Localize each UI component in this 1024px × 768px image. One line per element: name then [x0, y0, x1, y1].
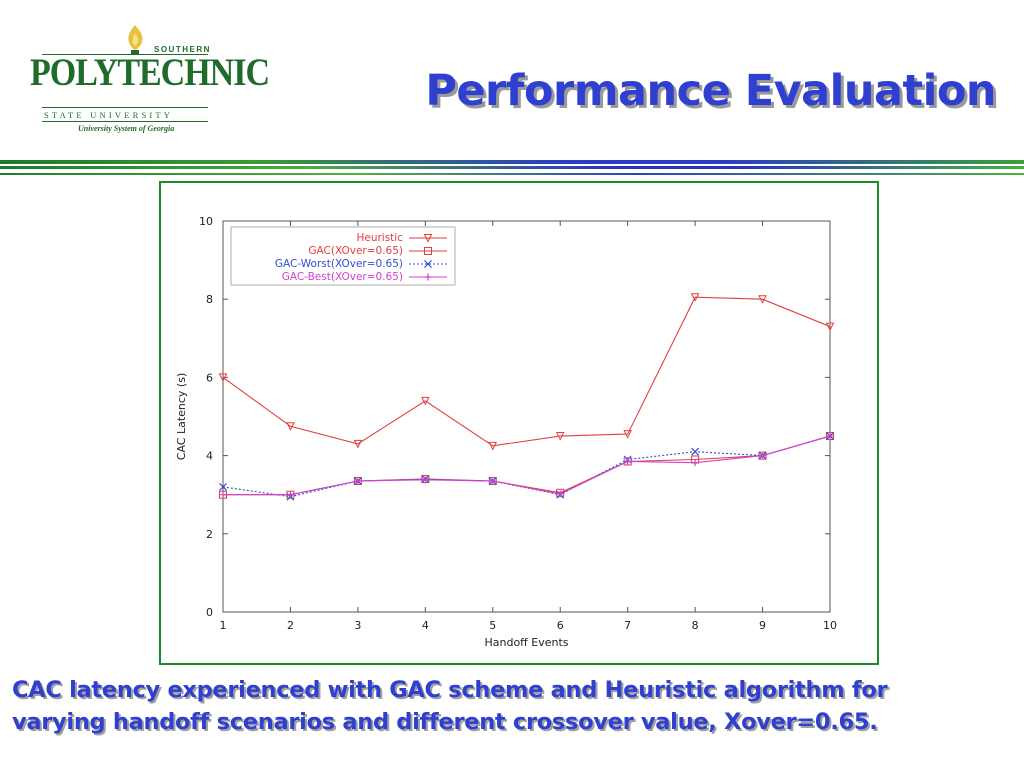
x-tick-label: 6: [557, 619, 564, 632]
y-tick-label: 2: [206, 528, 213, 541]
series-0-point: [758, 295, 767, 304]
plot-area: [222, 220, 831, 613]
legend-marker: [424, 247, 432, 255]
series-2-point: [691, 447, 700, 456]
series-3-point: [354, 477, 362, 485]
legend-marker: [424, 273, 432, 281]
series-line-0: [222, 296, 831, 447]
legend-label: GAC-Worst(XOver=0.65): [275, 258, 403, 270]
university-logo: SOUTHERN POLYTECHNIC STATE UNIVERSITY Un…: [28, 24, 270, 133]
series-0-point: [488, 441, 498, 451]
series-3-point: [759, 452, 767, 460]
divider-line-top: [0, 160, 1024, 164]
series-3-point: [691, 459, 699, 467]
series-line-3: [223, 435, 831, 496]
caption-line-1: CAC latency experienced with GAC scheme …: [12, 677, 888, 703]
series-0-point: [286, 422, 295, 431]
y-tick-label: 0: [206, 606, 213, 619]
series-0-point: [353, 439, 363, 449]
series-3-point: [421, 476, 429, 484]
slide-title: Performance Evaluation: [425, 66, 996, 116]
x-tick-label: 5: [489, 619, 496, 632]
x-axis-label: Handoff Events: [484, 636, 568, 649]
legend-marker: [424, 260, 432, 268]
logo-name-text: POLYTECHNIC: [30, 51, 270, 95]
logo-rule-mid: [42, 107, 208, 108]
x-tick-label: 7: [624, 619, 631, 632]
logo-rule-top: [42, 54, 208, 55]
logo-southern-text: SOUTHERN: [154, 45, 211, 54]
divider-line-bottom: [0, 173, 1024, 175]
series-2-point: [219, 482, 227, 491]
series-3-point: [489, 477, 497, 485]
x-tick-label: 2: [287, 619, 294, 632]
logo-state-text: STATE UNIVERSITY: [44, 110, 174, 120]
x-tick-label: 1: [220, 619, 227, 632]
y-tick-label: 8: [206, 293, 213, 306]
y-tick-label: 10: [199, 215, 213, 228]
latency-line-chart: 1 2 3 4 5 6 7 8 9 10 0 2 4 6 8 10 Handoff Events CAC Late…: [175, 215, 837, 649]
x-tick-label: 9: [759, 619, 766, 632]
divider-line-middle: [0, 166, 1024, 169]
y-tick-label: 4: [206, 450, 213, 463]
series-3-point: [219, 491, 227, 499]
legend-label: Heuristic: [356, 232, 403, 244]
series-0-point: [690, 293, 700, 302]
flame-icon: [128, 25, 143, 55]
series-0-point: [218, 373, 228, 383]
y-axis-label: CAC Latency (s): [175, 373, 188, 460]
legend-label: GAC(XOver=0.65): [308, 245, 403, 257]
logo-rule-bottom: [42, 121, 208, 122]
x-tick-label: 4: [422, 619, 429, 632]
y-tick-label: 6: [206, 371, 213, 384]
caption-line-2: varying handoff scenarios and different …: [12, 709, 878, 735]
logo-system-text: University System of Georgia: [78, 124, 175, 133]
series-3-point: [556, 490, 564, 498]
x-tick-label: 3: [354, 619, 361, 632]
chart-frame: 1 2 3 4 5 6 7 8 9 10 0 2 4 6 8 10 Handoff Events CAC Late…: [159, 181, 879, 665]
x-tick-label: 8: [692, 619, 699, 632]
series-0-point: [421, 396, 430, 406]
series-0-point: [623, 430, 632, 439]
legend-label: GAC-Best(XOver=0.65): [282, 271, 403, 283]
series-0-point: [825, 322, 835, 332]
legend-box: [230, 226, 456, 286]
x-tick-label: 10: [823, 619, 837, 632]
legend-marker: [423, 234, 433, 243]
series-3-point: [286, 491, 294, 499]
slide-caption: CAC latency experienced with GAC scheme …: [12, 674, 1018, 738]
series-3-point: [826, 432, 834, 440]
series-line-1: [223, 435, 831, 496]
series-3-point: [624, 457, 632, 465]
series-0-point: [555, 432, 565, 441]
